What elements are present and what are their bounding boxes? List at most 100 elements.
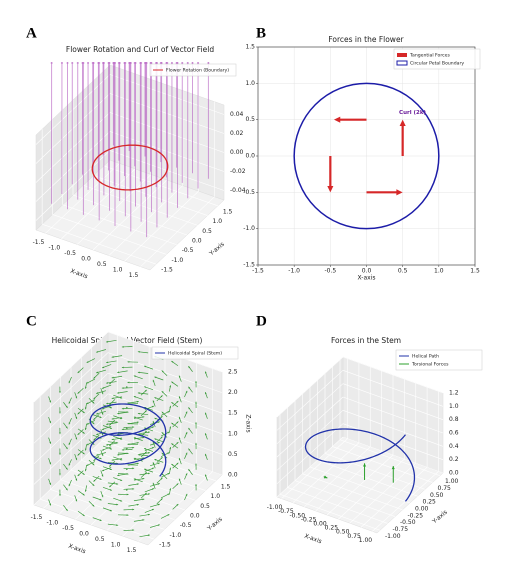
field-arrow-head xyxy=(185,432,188,435)
field-arrow-head xyxy=(147,452,150,454)
z-tick-label: 1.0 xyxy=(228,430,238,437)
grid-line xyxy=(279,493,381,531)
field-arrow-head xyxy=(147,513,150,516)
field-arrow-head xyxy=(86,402,89,404)
helix-path xyxy=(304,428,416,502)
legend-box xyxy=(393,48,481,70)
field-arrow-head xyxy=(116,441,119,444)
field-arrow-head xyxy=(144,410,147,413)
field-arrow-head xyxy=(68,484,71,487)
field-arrow-head xyxy=(195,463,197,466)
field-arrow-head xyxy=(167,431,170,434)
grid-line xyxy=(33,352,109,423)
field-arrow-head xyxy=(102,407,105,410)
x-tick-label: -0.5 xyxy=(324,268,336,275)
x-tick-label: -0.25 xyxy=(301,516,317,523)
field-arrow-head xyxy=(121,345,124,348)
legend-label: Flower Rotation (Boundary) xyxy=(166,68,229,74)
field-arrow-head xyxy=(171,464,174,466)
field-arrow-head xyxy=(185,473,188,476)
field-arrow-head xyxy=(96,371,99,374)
field-arrow-head xyxy=(116,483,119,485)
field-arrow-head xyxy=(132,508,135,511)
field-arrow-head xyxy=(154,438,157,441)
y-axis-label: Y-axis xyxy=(430,509,448,526)
y-tick-label: 1.0 xyxy=(245,80,255,87)
grid-line xyxy=(342,436,444,474)
grid-line xyxy=(332,446,433,483)
field-arrow-head xyxy=(49,503,51,506)
x-tick-label: -0.5 xyxy=(62,525,74,532)
x-tick-label: -1.5 xyxy=(252,268,264,275)
grid-line xyxy=(52,214,167,255)
legend-label: Tangential Forces xyxy=(409,53,450,59)
field-arrow-head xyxy=(137,412,140,415)
field-arrow-head xyxy=(171,443,174,446)
field-arrow-head xyxy=(65,405,68,408)
field-arrow-head xyxy=(68,442,71,445)
x-tick-label: -1.5 xyxy=(33,239,45,246)
field-arrow-head xyxy=(169,447,172,449)
y-tick-label: 0.5 xyxy=(202,228,212,235)
grid-line xyxy=(276,436,344,498)
field-arrow-head xyxy=(109,464,112,467)
field-arrow-head xyxy=(176,442,179,445)
field-arrow-head xyxy=(126,386,128,388)
field-arrow-head xyxy=(161,391,164,393)
field-arrow-head xyxy=(136,442,139,444)
field-arrow-head xyxy=(126,447,128,450)
field-arrow-head xyxy=(117,412,120,415)
field-arrow-head xyxy=(77,453,80,456)
field-arrow-head xyxy=(59,391,61,393)
field-arrow-head xyxy=(109,382,112,385)
field-arrow-head xyxy=(195,422,197,425)
field-arrow-head xyxy=(167,473,170,475)
field-arrow-head xyxy=(136,400,139,403)
legend-label: Circular Petal Boundary xyxy=(410,61,464,67)
field-arrow-head xyxy=(92,422,95,425)
field-arrow-head xyxy=(147,431,150,434)
y-tick-label: 1.5 xyxy=(223,208,233,215)
y-tick-label: 0.0 xyxy=(245,153,255,160)
field-arrow-head xyxy=(205,371,207,374)
field-arrow-head xyxy=(151,405,154,408)
field-arrow-head xyxy=(154,459,157,461)
field-arrow-head xyxy=(178,416,181,419)
field-arrow-head xyxy=(93,397,96,400)
field-arrow-head xyxy=(167,493,170,496)
grid-line xyxy=(107,352,223,393)
x-tick-label: 1.00 xyxy=(359,537,373,544)
y-tick-label: -1.5 xyxy=(159,542,171,549)
field-arrow-head xyxy=(144,492,147,495)
field-arrow-head xyxy=(86,422,89,425)
field-arrow-head xyxy=(109,444,112,446)
field-arrow-head xyxy=(111,417,114,420)
y-tick-label: 1.0 xyxy=(213,218,223,225)
y-tick-label: 0.00 xyxy=(415,506,429,513)
field-arrow-head xyxy=(101,412,104,415)
field-arrow-head xyxy=(160,436,163,439)
field-arrow-head xyxy=(120,499,123,502)
z-tick-label: 1.0 xyxy=(449,403,459,410)
panel-label: D xyxy=(256,313,267,329)
field-arrow-head xyxy=(92,484,95,486)
field-arrow-head xyxy=(109,406,112,409)
field-arrow-head xyxy=(59,494,61,496)
field-arrow-head xyxy=(111,376,114,379)
field-arrow-head xyxy=(154,376,157,379)
annotation: Curl (2k) xyxy=(399,110,426,116)
field-arrow-head xyxy=(82,411,85,413)
grid-line xyxy=(276,370,344,431)
field-arrow-head xyxy=(82,431,85,434)
field-arrow-head xyxy=(157,421,160,424)
field-arrow-head xyxy=(152,421,155,423)
field-arrow-head xyxy=(49,462,51,465)
field-arrow-head xyxy=(120,396,123,399)
field-arrow-head xyxy=(132,467,135,470)
y-tick-label: -1.00 xyxy=(385,533,401,540)
field-arrow-head xyxy=(65,426,68,429)
field-arrow-head xyxy=(144,451,147,454)
field-arrow-head xyxy=(84,489,87,492)
field-arrow-head xyxy=(102,387,105,389)
grid-line xyxy=(103,165,218,207)
